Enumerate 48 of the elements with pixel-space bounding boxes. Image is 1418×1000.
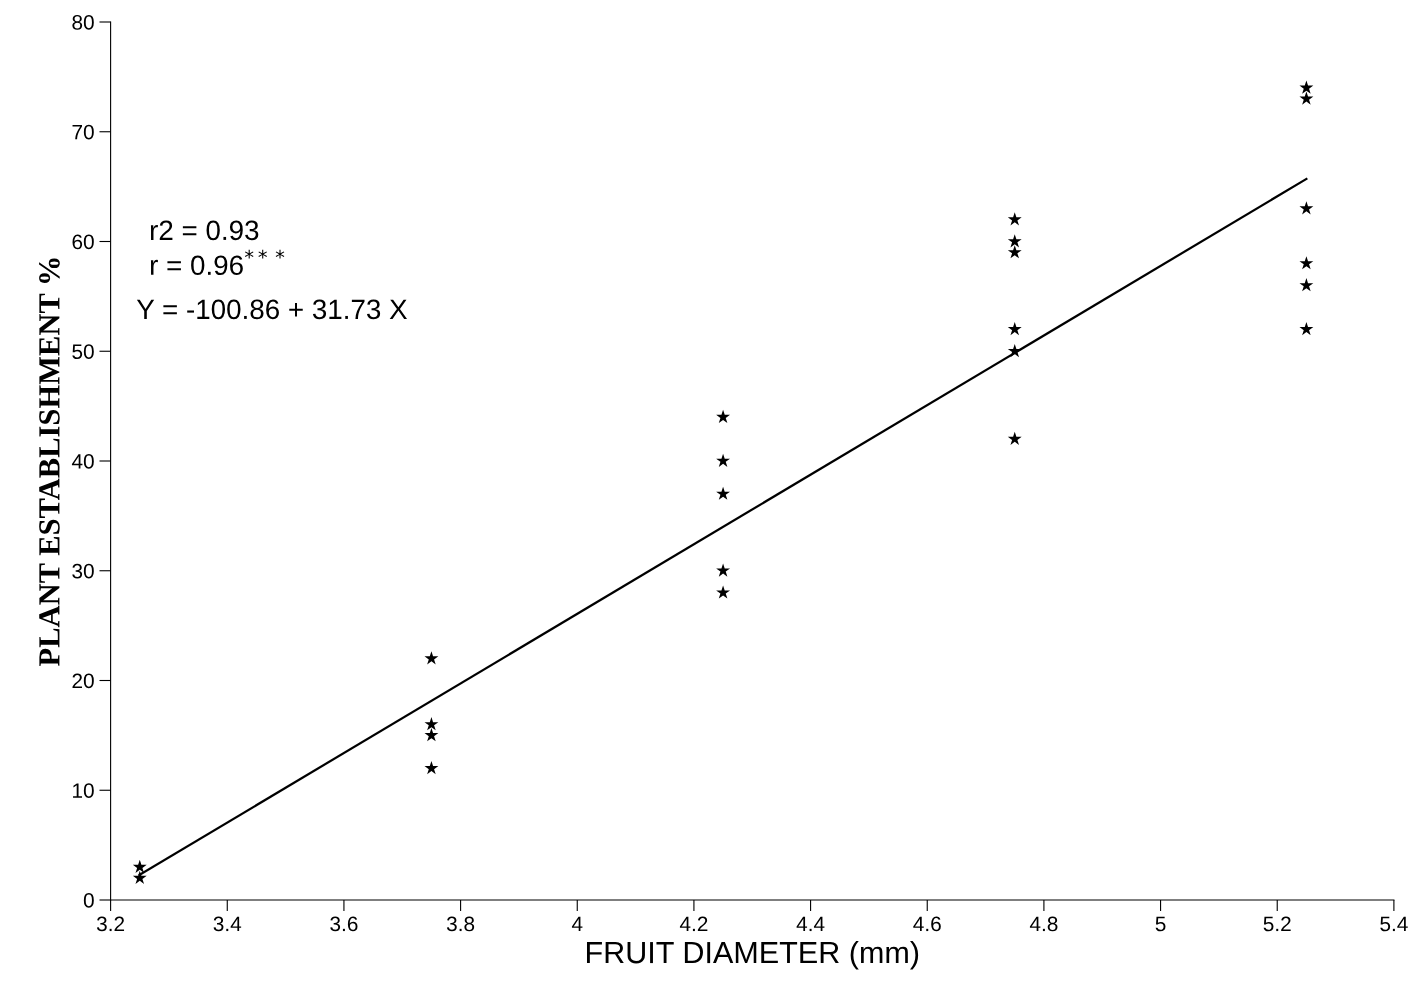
y-tick-label: 80 <box>72 15 94 30</box>
point <box>716 486 731 500</box>
x-tick-label: 4 <box>571 916 583 932</box>
y-tick-label: 60 <box>72 234 94 250</box>
x-axis-title: FRUIT DIAMETER (mm) <box>586 940 919 970</box>
point <box>1299 80 1314 94</box>
point <box>424 717 439 731</box>
y-tick-label: 20 <box>72 673 94 689</box>
point <box>424 761 439 775</box>
x-tick-label: 4.8 <box>1029 916 1058 932</box>
x-tick-label: 4.6 <box>913 916 941 932</box>
y-tick-label: 50 <box>72 344 94 359</box>
y-tick-label: 30 <box>72 563 94 579</box>
x-tick-label: 3.4 <box>213 916 242 932</box>
point <box>716 563 731 577</box>
x-tick-label: 3.8 <box>446 916 475 932</box>
annotation: r = 0.96$^{***}$ <box>150 249 285 276</box>
annotation: Y = -100.86 + 31.73 X <box>136 299 408 320</box>
point <box>1007 245 1022 259</box>
x-tick-label: 5.2 <box>1263 916 1291 932</box>
point <box>1007 212 1022 226</box>
point <box>132 859 147 873</box>
x-tick-label: 5.4 <box>1380 916 1408 932</box>
point <box>132 870 147 884</box>
point <box>716 453 731 467</box>
point <box>1299 201 1314 215</box>
x-tick-label: 4.2 <box>679 916 708 932</box>
y-tick-label: 10 <box>73 783 94 798</box>
y-axis-title: PLANT ESTABLISHMENT % <box>39 258 60 666</box>
point <box>1007 431 1022 445</box>
y-tick-label: 0 <box>83 893 94 908</box>
point <box>1007 234 1022 248</box>
y-tick-label: 40 <box>71 454 94 469</box>
point <box>424 651 439 665</box>
point <box>716 409 731 423</box>
point <box>1299 91 1314 105</box>
x-tick-label: 4.4 <box>796 916 825 932</box>
x-tick-label: 3.6 <box>330 916 358 932</box>
point <box>716 585 731 599</box>
x-tick-label: 5 <box>1155 916 1166 932</box>
point <box>424 728 439 742</box>
point <box>1299 322 1314 336</box>
point <box>1007 322 1022 336</box>
x-tick-label: 3.2 <box>96 916 125 932</box>
point <box>1299 256 1314 270</box>
y-tick-label: 70 <box>72 124 94 140</box>
annotation: r2 = 0.93 <box>150 220 259 241</box>
point <box>1299 278 1314 292</box>
